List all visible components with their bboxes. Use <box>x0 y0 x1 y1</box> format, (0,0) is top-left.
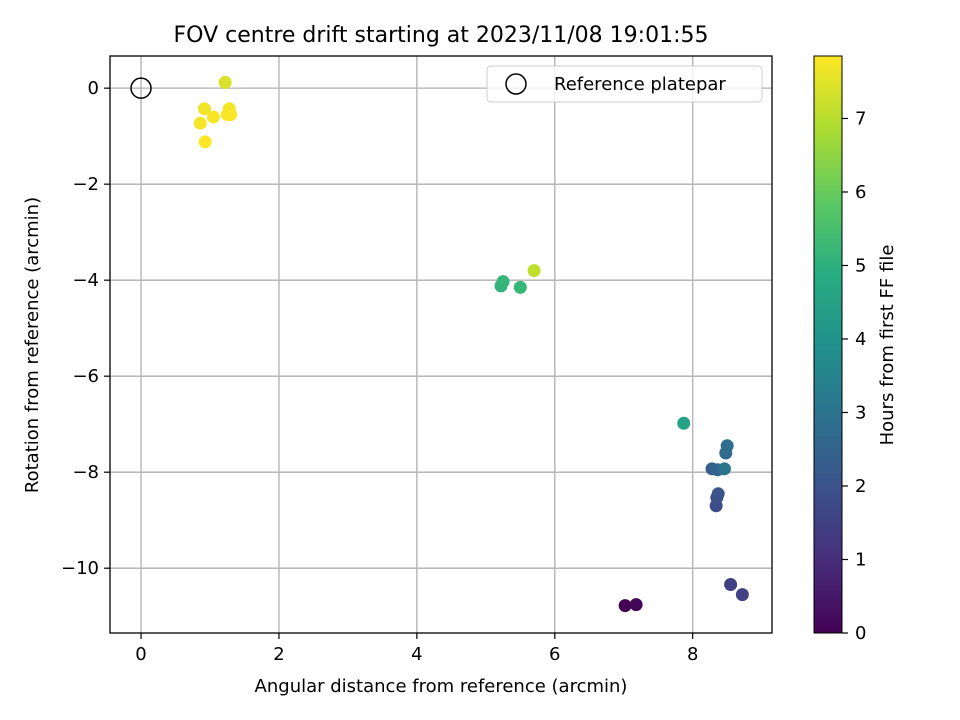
y-tick-label: −8 <box>72 462 99 483</box>
data-point <box>224 108 238 122</box>
colorbar-tick-label: 6 <box>855 182 866 203</box>
colorbar-tick-label: 7 <box>855 108 866 129</box>
data-point <box>711 487 725 501</box>
legend-entry-label: Reference platepar <box>554 74 726 95</box>
y-tick-label: −4 <box>72 270 99 291</box>
x-axis-ticks: 0 2 4 6 8 <box>135 633 698 665</box>
colorbar-tick-label: 0 <box>855 623 866 644</box>
data-points <box>130 75 749 613</box>
data-point <box>629 598 643 612</box>
legend-box <box>486 65 763 103</box>
data-point <box>618 599 632 613</box>
y-tick-label: −10 <box>61 558 99 579</box>
data-point <box>197 102 211 116</box>
x-tick-label: 6 <box>549 644 560 665</box>
y-axis-label: Rotation from reference (arcmin) <box>22 197 43 493</box>
colorbar-gradient <box>813 55 843 634</box>
colorbar-label: Hours from first FF file <box>877 245 898 446</box>
data-point <box>513 280 527 294</box>
data-point <box>735 588 749 602</box>
colorbar-ticks: 0 1 2 3 4 5 6 7 <box>842 108 866 644</box>
data-point <box>193 116 207 130</box>
data-point <box>206 110 220 124</box>
legend-marker <box>505 73 527 95</box>
y-tick-label: 0 <box>88 78 99 99</box>
y-axis-ticks: 0 −2 −4 −6 −8 −10 <box>61 78 110 579</box>
x-tick-label: 0 <box>135 644 146 665</box>
data-point <box>724 578 738 592</box>
colorbar-tick-label: 5 <box>855 255 866 276</box>
colorbar-tick-label: 3 <box>855 402 866 423</box>
data-point <box>677 416 691 430</box>
data-point <box>218 75 232 89</box>
x-axis-label: Angular distance from reference (arcmin) <box>255 676 628 697</box>
chart-title: FOV centre drift starting at 2023/11/08 … <box>174 23 709 48</box>
reference-marker <box>130 77 152 99</box>
x-tick-label: 4 <box>411 644 422 665</box>
colorbar-tick-label: 2 <box>855 476 866 497</box>
colorbar-tick-label: 1 <box>855 549 866 570</box>
plot-frame <box>109 55 773 634</box>
y-tick-label: −6 <box>72 366 99 387</box>
grid <box>110 56 772 633</box>
colorbar: 0 1 2 3 4 5 6 7 Hours from first FF file <box>813 55 898 644</box>
data-point <box>198 135 212 149</box>
data-point <box>717 462 731 476</box>
data-point <box>527 264 541 278</box>
x-tick-label: 2 <box>273 644 284 665</box>
x-tick-label: 8 <box>687 644 698 665</box>
legend: Reference platepar <box>486 65 763 103</box>
y-tick-label: −2 <box>72 174 99 195</box>
colorbar-tick-label: 4 <box>855 329 866 350</box>
data-point <box>720 439 734 453</box>
data-point <box>496 275 510 289</box>
